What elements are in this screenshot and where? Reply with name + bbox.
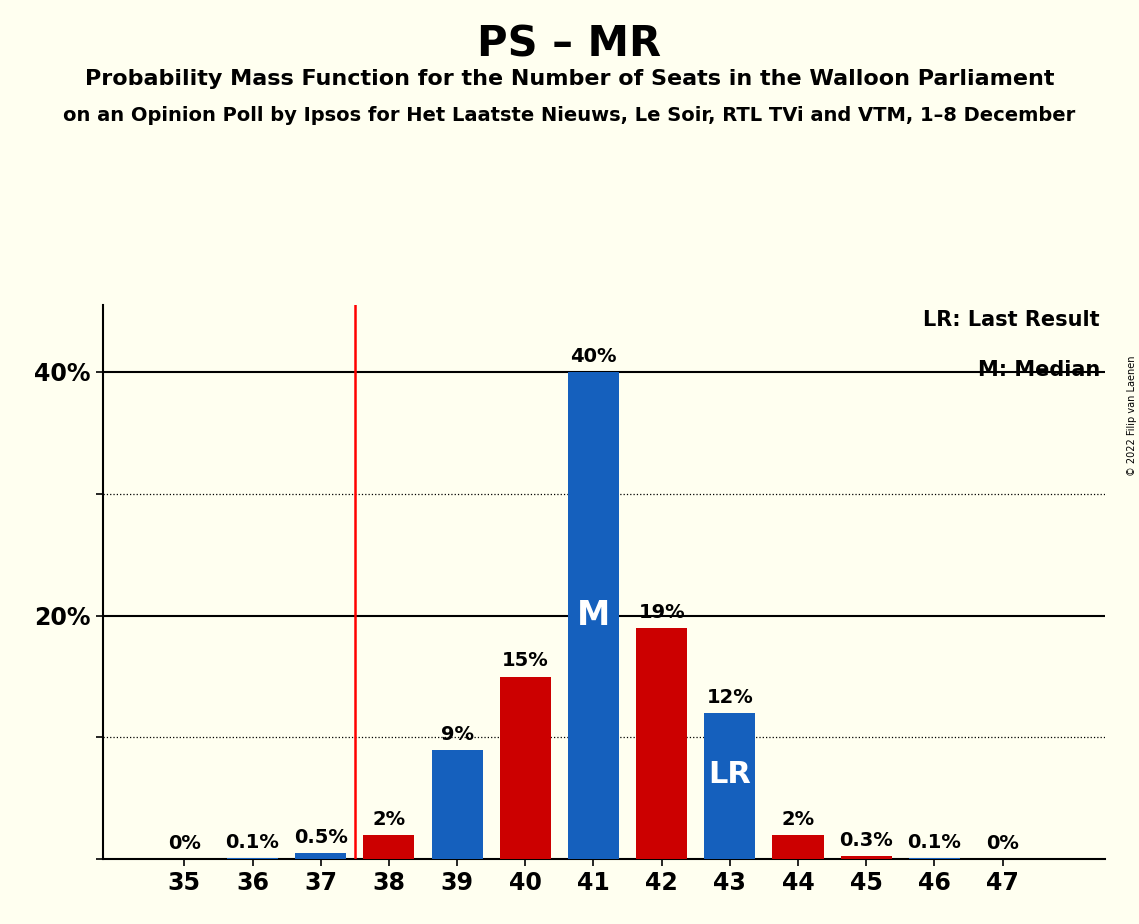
Text: 0.3%: 0.3% (839, 831, 893, 849)
Bar (227, 858, 278, 859)
Bar (909, 858, 960, 859)
Bar (295, 853, 346, 859)
Text: M: Median: M: Median (977, 360, 1100, 381)
Text: 9%: 9% (441, 724, 474, 744)
Text: 40%: 40% (571, 346, 616, 366)
Text: 0%: 0% (986, 834, 1019, 853)
Text: PS – MR: PS – MR (477, 23, 662, 65)
Text: on an Opinion Poll by Ipsos for Het Laatste Nieuws, Le Soir, RTL TVi and VTM, 1–: on an Opinion Poll by Ipsos for Het Laat… (64, 106, 1075, 126)
Bar (363, 835, 415, 859)
Text: Probability Mass Function for the Number of Seats in the Walloon Parliament: Probability Mass Function for the Number… (84, 69, 1055, 90)
Text: 0%: 0% (167, 834, 200, 853)
Text: 2%: 2% (372, 809, 405, 829)
Text: LR: LR (708, 760, 752, 788)
Bar (704, 713, 755, 859)
Bar (568, 372, 618, 859)
Text: 15%: 15% (502, 651, 549, 671)
Bar (772, 835, 823, 859)
Bar (500, 676, 551, 859)
Text: LR: Last Result: LR: Last Result (924, 310, 1100, 331)
Text: 0.1%: 0.1% (908, 833, 961, 852)
Text: 12%: 12% (706, 688, 753, 707)
Text: 19%: 19% (638, 602, 685, 622)
Text: © 2022 Filip van Laenen: © 2022 Filip van Laenen (1126, 356, 1137, 476)
Bar (636, 627, 687, 859)
Text: M: M (576, 599, 611, 632)
Text: 2%: 2% (781, 809, 814, 829)
Text: 0.5%: 0.5% (294, 828, 347, 847)
Bar (432, 749, 483, 859)
Text: 0.1%: 0.1% (226, 833, 279, 852)
Bar (841, 856, 892, 859)
